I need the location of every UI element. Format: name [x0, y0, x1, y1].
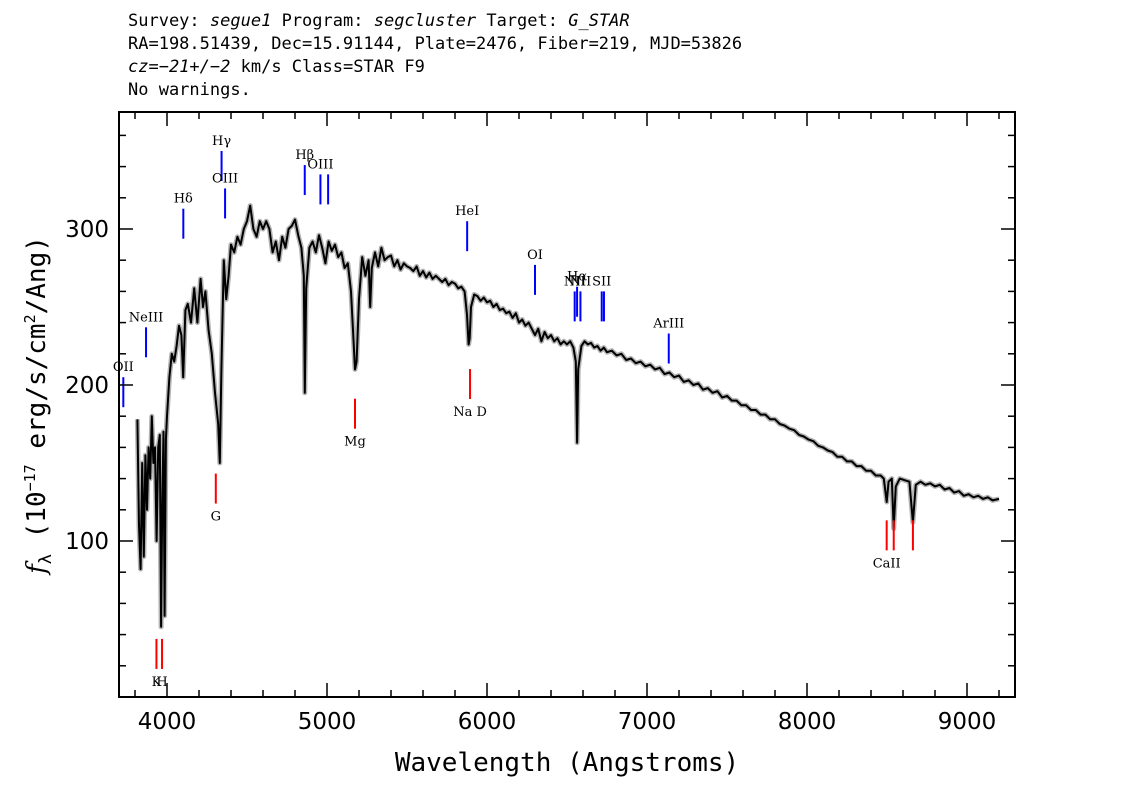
spectrum-plot-area	[134, 203, 1000, 630]
x-tick-label: 7000	[618, 709, 677, 735]
y-axis-label-units-end: /Ang)	[22, 236, 52, 314]
absorption-line-label: CaII	[873, 556, 901, 571]
spectrum-flux-line	[136, 204, 1000, 628]
y-axis-label-exponent-2: 2	[21, 314, 39, 323]
absorption-line-label: Mg	[344, 435, 366, 450]
target-label: Target:	[486, 11, 558, 31]
emission-line-label: NII	[570, 274, 592, 289]
header-line-coordinates: RA=198.51439, Dec=15.91144, Plate=2476, …	[128, 34, 743, 54]
emission-line-label: OIII	[212, 171, 238, 186]
emission-line-label: ArIII	[652, 317, 684, 332]
emission-line-label: OI	[527, 248, 543, 263]
x-axis-label: Wavelength (Angstroms)	[395, 748, 739, 778]
absorption-line-label: K	[152, 675, 162, 690]
class-text: km/s Class=STAR F9	[230, 57, 425, 77]
emission-line-label: HeI	[455, 204, 479, 219]
absorption-line-label: H	[156, 675, 167, 690]
emission-line-label: NII	[564, 274, 586, 289]
cz-value: =−21+/−2	[148, 57, 231, 77]
x-tick-label: 8000	[778, 709, 837, 735]
cz-label: cz	[128, 57, 149, 77]
header-line-warnings: No warnings.	[128, 80, 251, 100]
y-axis-label-main: (10	[22, 491, 52, 554]
absorption-line-label: Na D	[453, 405, 487, 420]
y-tick-label: 100	[65, 529, 109, 555]
survey-value: segue1	[209, 11, 272, 31]
header-line-survey: Survey: segue1 Program: segcluster Targe…	[128, 10, 742, 33]
program-value: segcluster	[373, 11, 477, 31]
emission-line-label: Hα	[567, 270, 587, 285]
y-tick-label: 200	[65, 373, 109, 399]
program-label: Program:	[281, 11, 364, 31]
y-axis-label: fλ (10−17 erg/s/cm2/Ang)	[21, 236, 56, 576]
emission-line-label: Hβ	[295, 148, 314, 163]
emission-line-label: NeIII	[129, 310, 163, 325]
emission-line-label: SII	[592, 274, 611, 289]
absorption-line-label: G	[211, 510, 221, 525]
emission-line-label: OII	[113, 360, 134, 375]
spectrum-header: Survey: segue1 Program: segcluster Targe…	[128, 10, 742, 102]
survey-label: Survey:	[128, 11, 200, 31]
emission-line-label: OIII	[307, 157, 333, 172]
x-tick-label: 6000	[458, 709, 517, 735]
emission-line-label: Hδ	[174, 192, 193, 207]
plot-frame-rect	[118, 111, 1016, 698]
y-tick-label: 300	[65, 217, 109, 243]
plot-frame	[118, 111, 1016, 698]
x-tick-label: 9000	[938, 709, 997, 735]
y-axis-label-exponent: −17	[21, 464, 39, 491]
emission-line-label: Hγ	[212, 134, 231, 149]
y-axis-label-subscript: λ	[36, 554, 56, 564]
x-tick-label: 5000	[298, 709, 357, 735]
target-value: G_STAR	[568, 11, 630, 31]
y-axis-label-units: erg/s/cm	[22, 323, 52, 464]
x-tick-label: 4000	[138, 709, 197, 735]
axis-ticks: 4000 5000 6000 7000 8000 9000 100 200 300	[65, 112, 1015, 735]
header-line-redshift: cz=−21+/−2 km/s Class=STAR F9	[128, 56, 742, 79]
